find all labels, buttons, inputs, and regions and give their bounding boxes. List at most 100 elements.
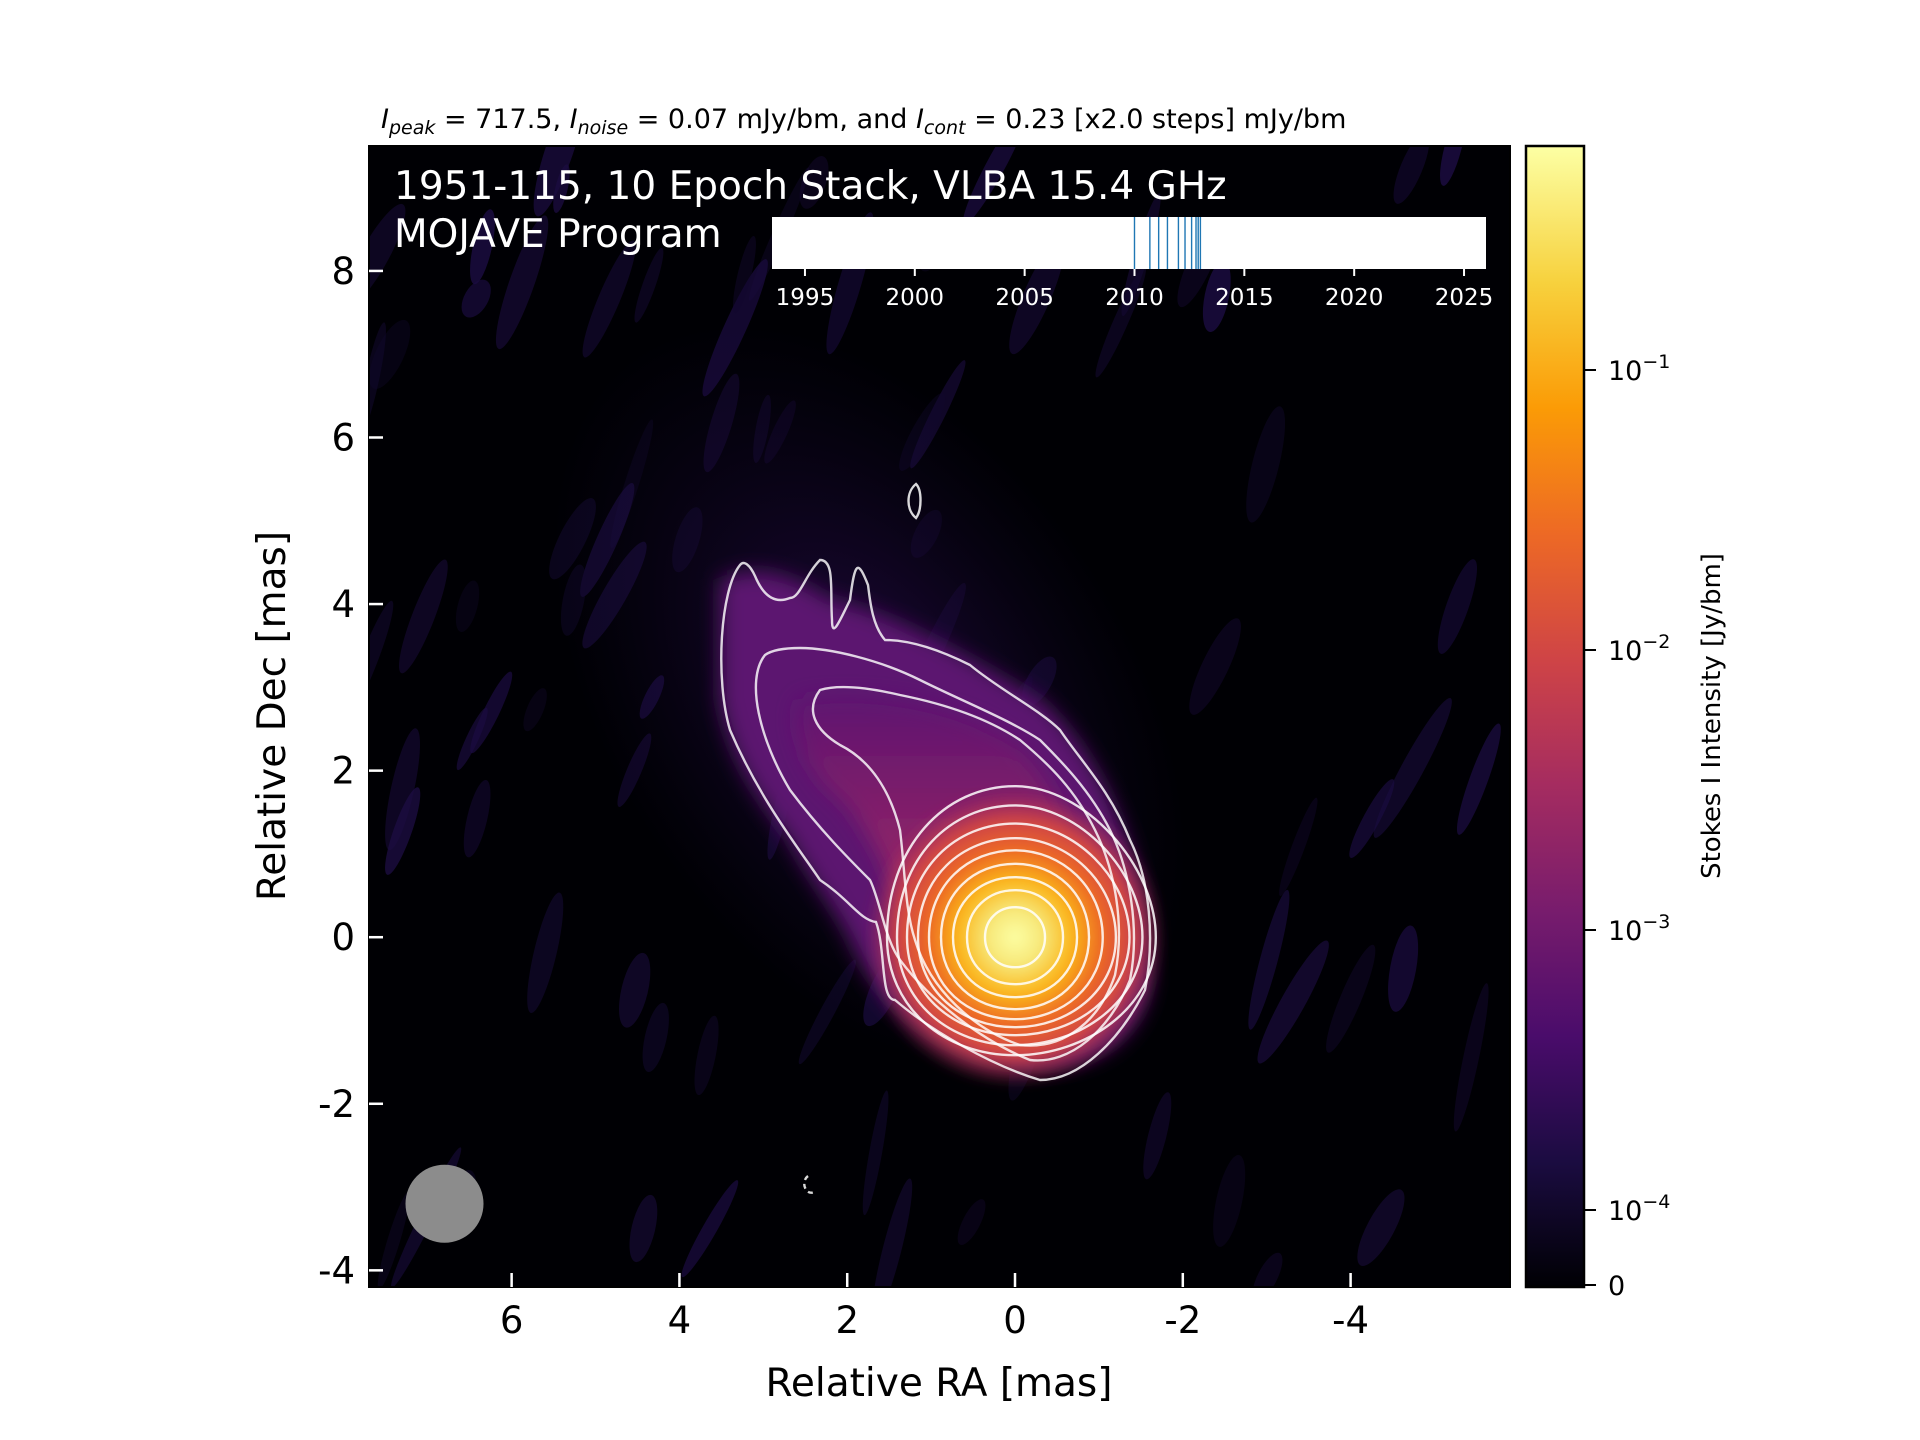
plot-title-line2: MOJAVE Program xyxy=(394,212,722,257)
y-tick-label: 2 xyxy=(331,750,355,793)
noise-streak xyxy=(1252,1252,1283,1287)
core-contour xyxy=(939,862,1091,1011)
noise-streak xyxy=(456,707,488,771)
noise-streak xyxy=(634,247,664,323)
noise-streak xyxy=(463,779,491,858)
noise-streak xyxy=(553,164,570,213)
noise-streak xyxy=(681,1180,739,1278)
epoch-axis: 1995 2000 2005 2010 2015 2020 2025 xyxy=(776,269,1494,311)
noise-streak xyxy=(963,146,1029,225)
core-contour xyxy=(951,876,1079,999)
epoch-tick-label: 1995 xyxy=(776,285,835,311)
contour-negative xyxy=(803,1175,815,1194)
noise-streak xyxy=(533,146,586,217)
y-axis: 8 6 4 2 0 -2 -4 xyxy=(318,250,383,1292)
colorbar: 10−1 10−2 10−3 10−4 0 Stokes I Intensity [Jy… xyxy=(1524,144,1727,1302)
noise-streak xyxy=(455,580,480,633)
noise-streak xyxy=(1248,889,1290,1030)
intensity-map xyxy=(369,146,1501,1287)
noise-streak xyxy=(1257,940,1329,1064)
x-tick-label: -2 xyxy=(1164,1299,1201,1342)
noise-streak xyxy=(1349,779,1395,858)
epoch-lines xyxy=(1133,217,1202,269)
epoch-timeline-box xyxy=(772,217,1486,269)
noise-streak xyxy=(1143,1092,1172,1180)
noise-streak xyxy=(1189,618,1241,715)
beam-ellipse xyxy=(405,1164,484,1243)
noise-streak xyxy=(1373,697,1452,838)
noise-streak xyxy=(1456,723,1501,835)
noise-streak xyxy=(1246,406,1286,523)
noise-streak xyxy=(1393,146,1430,204)
colorbar-tick-label: 10−2 xyxy=(1608,631,1670,667)
noise-streak xyxy=(1279,797,1318,897)
core-contour xyxy=(905,822,1131,1037)
epoch-tick-label: 2010 xyxy=(1105,285,1164,311)
core-contour xyxy=(983,906,1047,969)
noise-streak xyxy=(1202,260,1231,332)
noise-streak xyxy=(527,892,564,1014)
noise-streak xyxy=(871,1178,913,1287)
noise-streak xyxy=(1453,983,1489,1132)
noise-streak xyxy=(398,559,448,674)
x-axis-label: Relative RA [mas] xyxy=(766,1361,1113,1406)
colorbar-gradient xyxy=(1526,146,1584,1287)
colorbar-tick-label: 10−3 xyxy=(1608,911,1670,947)
noise-streak xyxy=(385,787,421,875)
plot-title-line1: 1951-115, 10 Epoch Stack, VLBA 15.4 GHz xyxy=(394,164,1227,209)
noise-streak xyxy=(385,728,420,851)
noise-streak xyxy=(1388,925,1419,1012)
noise-streak xyxy=(495,215,549,350)
y-tick-label: -4 xyxy=(318,1249,355,1292)
core-contours xyxy=(885,784,1158,1057)
y-tick-label: 4 xyxy=(331,583,355,626)
colorbar-tick-label: 0 xyxy=(1608,1271,1625,1302)
noise-streak xyxy=(1213,1154,1246,1247)
core-contour xyxy=(927,849,1104,1021)
y-tick-label: 8 xyxy=(331,250,355,293)
noise-streak xyxy=(461,279,491,318)
x-tick-label: 2 xyxy=(835,1299,859,1342)
epoch-timeline: 1995 2000 2005 2010 2015 2020 2025 xyxy=(772,217,1493,311)
core-contour xyxy=(965,889,1065,986)
y-axis-label: Relative Dec [mas] xyxy=(250,531,295,901)
epoch-tick-label: 2005 xyxy=(995,285,1054,311)
epoch-tick-label: 2015 xyxy=(1215,285,1274,311)
y-tick-label: 6 xyxy=(331,416,355,459)
noise-streak xyxy=(470,209,495,285)
noise-streak xyxy=(642,1002,669,1073)
header-noise-summary: Ipeak = 717.5, Inoise = 0.07 mJy/bm, and… xyxy=(381,104,1346,139)
colorbar-label: Stokes I Intensity [Jy/bm] xyxy=(1697,553,1727,879)
contour-level-3 xyxy=(811,685,1121,1047)
contour-island-north xyxy=(907,482,922,520)
contour-level-1 xyxy=(720,558,1152,1082)
x-tick-label: 4 xyxy=(668,1299,692,1342)
noise-streak xyxy=(1326,944,1376,1053)
x-tick-label: 6 xyxy=(500,1299,524,1342)
noise-streak xyxy=(694,1015,719,1096)
noise-streak xyxy=(369,322,386,435)
noise-streak xyxy=(629,1194,658,1263)
noise-streak xyxy=(862,1090,889,1216)
colorbar-frame xyxy=(1524,144,1586,1289)
noise-streak xyxy=(1437,559,1478,654)
noise-streak xyxy=(957,1199,986,1246)
x-tick-label: -4 xyxy=(1332,1299,1369,1342)
noise-streak xyxy=(618,952,651,1028)
image-panel: 1951-115, 10 Epoch Stack, VLBA 15.4 GHz … xyxy=(318,145,1511,1342)
y-tick-label: -2 xyxy=(318,1083,355,1126)
noise-streak xyxy=(1357,1189,1405,1267)
epoch-tick-label: 2025 xyxy=(1435,285,1494,311)
noise-streak xyxy=(582,240,636,358)
core-contour xyxy=(916,837,1118,1029)
epoch-tick-label: 2000 xyxy=(886,285,945,311)
colorbar-tick-label: 10−4 xyxy=(1608,1191,1670,1227)
x-axis: 6 4 2 0 -2 -4 xyxy=(500,1273,1369,1342)
x-tick-label: 0 xyxy=(1003,1299,1027,1342)
core-contour xyxy=(895,804,1144,1047)
noise-streak xyxy=(369,203,406,307)
noise-streak xyxy=(377,1192,410,1287)
colorbar-ticks: 10−1 10−2 10−3 10−4 0 xyxy=(1584,351,1670,1302)
image-frame xyxy=(368,145,1511,1288)
